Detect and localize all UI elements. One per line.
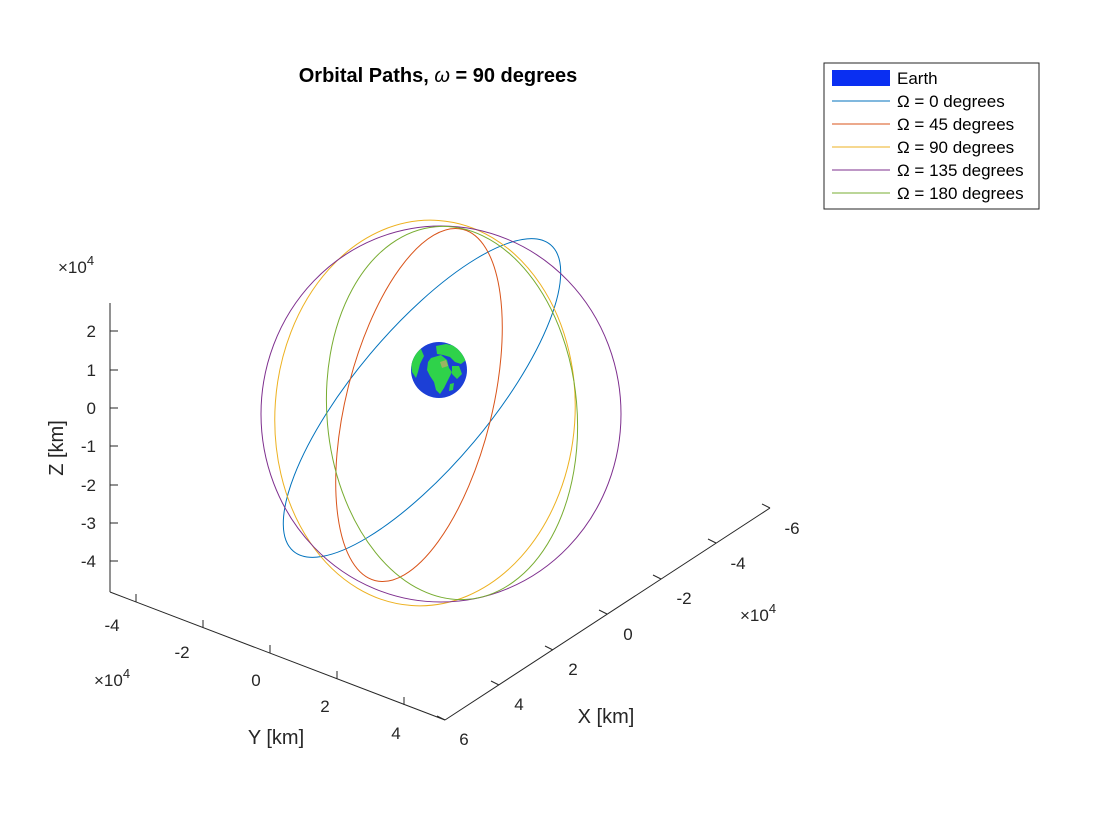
- z-multiplier: ×104: [58, 253, 94, 277]
- chart-title: Orbital Paths, ω = 90 degrees: [299, 65, 577, 87]
- y-tick-label: -4: [104, 616, 119, 635]
- legend-label: Ω = 45 degrees: [897, 115, 1014, 134]
- z-tick-label: 0: [87, 399, 96, 418]
- x-multiplier: ×104: [740, 601, 776, 625]
- title-prefix: Orbital Paths,: [299, 65, 435, 87]
- title-suffix: = 90 degrees: [450, 65, 577, 87]
- legend-item: Ω = 45 degrees: [832, 115, 1014, 134]
- y-multiplier-exp: 4: [123, 666, 130, 681]
- x-axis-label: X [km]: [578, 706, 635, 728]
- legend: Earth Ω = 0 degrees Ω = 45 degrees Ω = 90 d…: [823, 62, 1040, 210]
- x-tick-label: 2: [568, 660, 577, 679]
- legend-label: Earth: [897, 69, 938, 88]
- x-tick-label: -6: [784, 519, 799, 538]
- y-tick-label: -2: [174, 643, 189, 662]
- orbit-path-raan-45: [335, 227, 503, 583]
- title-symbol: ω: [434, 65, 450, 87]
- z-axis-label: Z [km]: [46, 420, 68, 476]
- x-tick-label: 6: [459, 730, 468, 749]
- y-tick-label: 2: [320, 697, 329, 716]
- z-tick-label: -2: [81, 476, 96, 495]
- y-tick-label: 0: [251, 671, 260, 690]
- orbit-path-raan-0: [282, 238, 562, 558]
- x-tick-label: 0: [623, 625, 632, 644]
- legend-item: Earth: [832, 69, 938, 88]
- x-tick-label: 4: [514, 695, 523, 714]
- x-multiplier-base: ×10: [740, 606, 769, 625]
- x-multiplier-exp: 4: [769, 601, 776, 616]
- z-tick-label: 2: [87, 322, 96, 341]
- z-multiplier-exp: 4: [87, 253, 94, 268]
- orbit-path-raan-90: [274, 219, 576, 607]
- x-tick-label: -4: [730, 554, 745, 573]
- legend-item: Ω = 0 degrees: [832, 92, 1005, 111]
- earth-desert: [440, 360, 448, 368]
- earth-landmass-arabia: [452, 366, 462, 379]
- legend-label: Ω = 0 degrees: [897, 92, 1005, 111]
- legend-box: [823, 62, 1040, 210]
- y-multiplier: ×104: [94, 666, 130, 690]
- y-multiplier-base: ×10: [94, 671, 123, 690]
- earth-globe: [411, 342, 467, 398]
- z-tick-label: 1: [87, 361, 96, 380]
- legend-swatch: [832, 70, 890, 86]
- orbit-paths: [260, 219, 622, 607]
- legend-label: Ω = 135 degrees: [897, 161, 1024, 180]
- earth-landmass-madagascar: [449, 383, 454, 391]
- legend-label: Ω = 180 degrees: [897, 184, 1024, 203]
- x-axis: 6 4 2 0 -2 -4 -6 ×104 X [km]: [436, 503, 800, 749]
- orbit-path-raan-180: [325, 225, 579, 601]
- z-axis: 2 1 0 -1 -2 -3 -4 ×104 Z [km]: [46, 253, 118, 571]
- x-tick-label: -2: [676, 589, 691, 608]
- z-multiplier-base: ×10: [58, 258, 87, 277]
- legend-item: Ω = 90 degrees: [832, 138, 1014, 157]
- legend-item: Ω = 180 degrees: [832, 184, 1024, 203]
- y-axis-label: Y [km]: [248, 727, 304, 749]
- z-tick-label: -4: [81, 552, 96, 571]
- y-axis: -4 -2 0 2 4 ×104 Y [km]: [94, 594, 405, 749]
- y-tick-label: 4: [391, 724, 400, 743]
- legend-item: Ω = 135 degrees: [832, 161, 1024, 180]
- z-tick-label: -1: [81, 437, 96, 456]
- z-tick-label: -3: [81, 514, 96, 533]
- y-axis-line: [109, 591, 446, 721]
- legend-label: Ω = 90 degrees: [897, 138, 1014, 157]
